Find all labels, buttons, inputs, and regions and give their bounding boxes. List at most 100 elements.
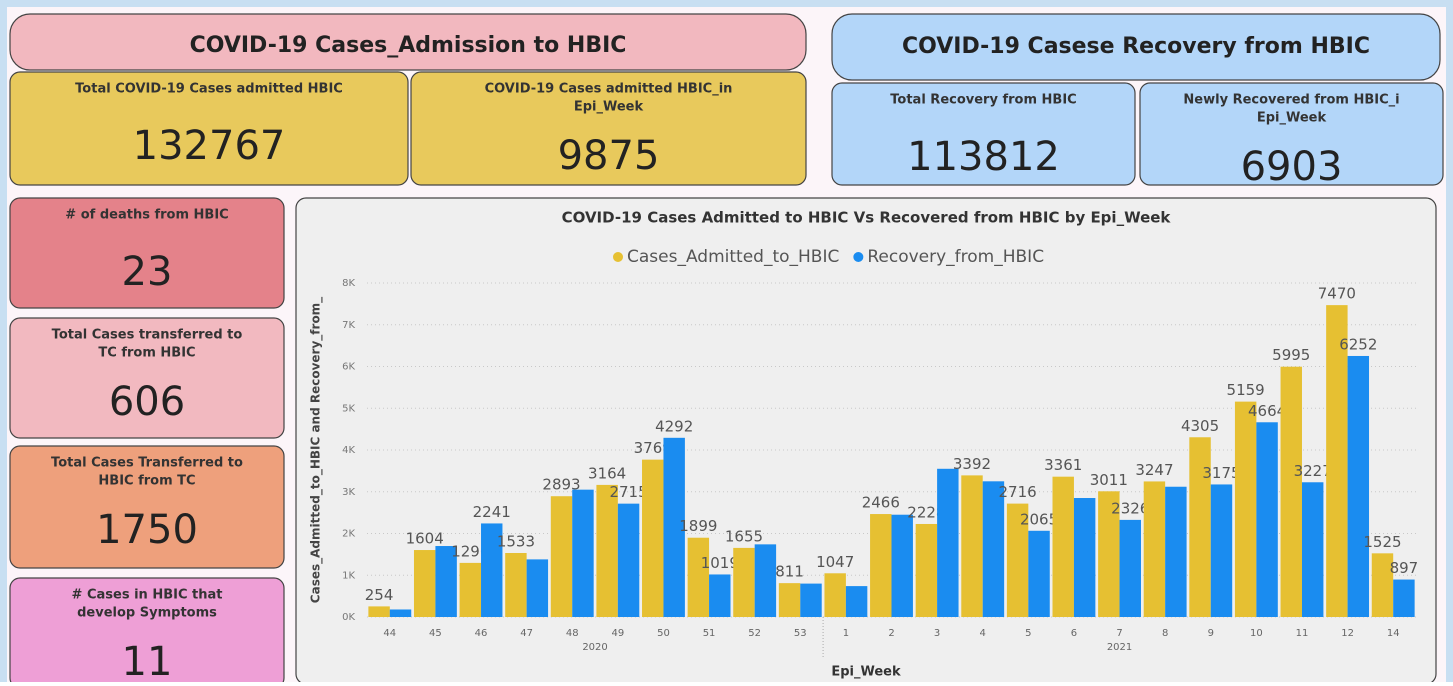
bar [709, 574, 731, 617]
data-label: 1533 [497, 532, 535, 550]
y-tick-label: 7K [342, 320, 355, 331]
data-label: 3227 [1294, 462, 1332, 480]
data-label: 2065 [1020, 510, 1058, 528]
bar [982, 481, 1005, 617]
x-tick-label: 7 [1116, 628, 1122, 639]
data-label: 2893 [542, 476, 580, 494]
bar [663, 437, 685, 617]
bar [617, 503, 640, 617]
x-tick-label: 47 [520, 628, 533, 639]
bar [1006, 503, 1029, 617]
y-axis-label: Cases_Admitted_to_HBIC and Recovery_from… [309, 297, 324, 603]
kpi-title: Total Cases Transferred to [51, 456, 243, 471]
data-label: 4305 [1181, 417, 1219, 435]
data-label: 2715 [609, 483, 647, 501]
data-label: 3361 [1044, 456, 1082, 474]
legend-label: Cases_Admitted_to_HBIC [627, 247, 839, 267]
kpi-card [9, 577, 285, 686]
bar [754, 544, 777, 617]
kpi-value: 1750 [96, 507, 198, 553]
x-tick-label: 11 [1296, 628, 1309, 639]
kpi-title: Total Cases transferred to [52, 328, 243, 343]
data-label: 3175 [1202, 464, 1240, 482]
bar [1326, 305, 1348, 617]
x-tick-label: 10 [1250, 628, 1263, 639]
data-label: 1019 [701, 554, 739, 572]
bar [459, 562, 482, 617]
bar [870, 514, 892, 617]
bar [1393, 579, 1415, 617]
kpi-title: Total Recovery from HBIC [890, 93, 1076, 108]
kpi-value: 9875 [558, 133, 660, 179]
kpi-title: # of deaths from HBIC [65, 208, 228, 223]
data-label: 2228 [907, 503, 945, 521]
kpi-title: Total COVID-19 Cases admitted HBIC [75, 82, 343, 97]
bar [1165, 486, 1187, 617]
data-label: 2326 [1111, 499, 1149, 517]
kpi-title: Epi_Week [1257, 111, 1327, 126]
bar [1234, 401, 1257, 617]
data-label: 4664 [1248, 402, 1286, 420]
y-tick-label: 4K [342, 445, 355, 456]
y-tick-label: 8K [342, 278, 355, 289]
bar [481, 523, 503, 617]
kpi-value: 6903 [1241, 144, 1343, 190]
data-label: 6252 [1339, 335, 1377, 353]
data-label: 3392 [953, 455, 991, 473]
header-right-box [831, 13, 1441, 81]
bar [845, 586, 868, 617]
x-tick-label: 8 [1162, 628, 1168, 639]
data-label: 5995 [1272, 346, 1310, 364]
x-axis-label: Epi_Week [831, 665, 901, 680]
bar [1280, 366, 1302, 617]
legend-label: Recovery_from_HBIC [867, 247, 1044, 267]
x-tick-label: 53 [794, 628, 807, 639]
bar [1028, 530, 1050, 617]
bar [937, 468, 959, 617]
kpi-card [410, 71, 807, 186]
kpi-card [9, 317, 285, 439]
header-left-box [9, 13, 807, 71]
legend-dot [613, 252, 623, 262]
data-label: 7470 [1318, 285, 1356, 303]
y-tick-label: 5K [342, 403, 355, 414]
bar [778, 583, 801, 617]
header-left: COVID-19 Cases_Admission to HBIC [190, 33, 627, 58]
kpi-card [9, 197, 285, 309]
bar [1301, 482, 1324, 617]
bar [1073, 498, 1096, 617]
kpi-value: 23 [122, 249, 173, 295]
x-tick-label: 44 [383, 628, 396, 639]
bar [1119, 519, 1141, 617]
bar [1189, 437, 1211, 617]
data-label: 811 [775, 563, 804, 581]
x-group-label: 2021 [1107, 642, 1132, 653]
bar [550, 496, 573, 617]
bar [1098, 491, 1120, 617]
data-label: 2241 [473, 503, 511, 521]
bar [1143, 481, 1166, 617]
data-label: 1047 [816, 553, 854, 571]
bar [413, 550, 436, 617]
data-label: 1604 [406, 530, 444, 548]
bar [1256, 422, 1278, 617]
x-tick-label: 1 [843, 628, 849, 639]
bar [1052, 476, 1074, 617]
kpi-title: TC from HBIC [98, 346, 195, 361]
data-label: 1525 [1363, 533, 1401, 551]
data-label: 897 [1390, 559, 1419, 577]
bar [891, 514, 913, 617]
bar [800, 583, 822, 617]
kpi-title: # Cases in HBIC that [72, 588, 223, 603]
x-tick-label: 4 [980, 628, 986, 639]
x-tick-label: 3 [934, 628, 940, 639]
bar [596, 484, 618, 617]
x-tick-label: 45 [429, 628, 442, 639]
x-tick-label: 6 [1071, 628, 1077, 639]
kpi-title: develop Symptoms [77, 606, 217, 621]
data-label: 2466 [862, 494, 900, 512]
bar [526, 559, 549, 617]
x-tick-label: 50 [657, 628, 670, 639]
kpi-card [9, 445, 285, 569]
